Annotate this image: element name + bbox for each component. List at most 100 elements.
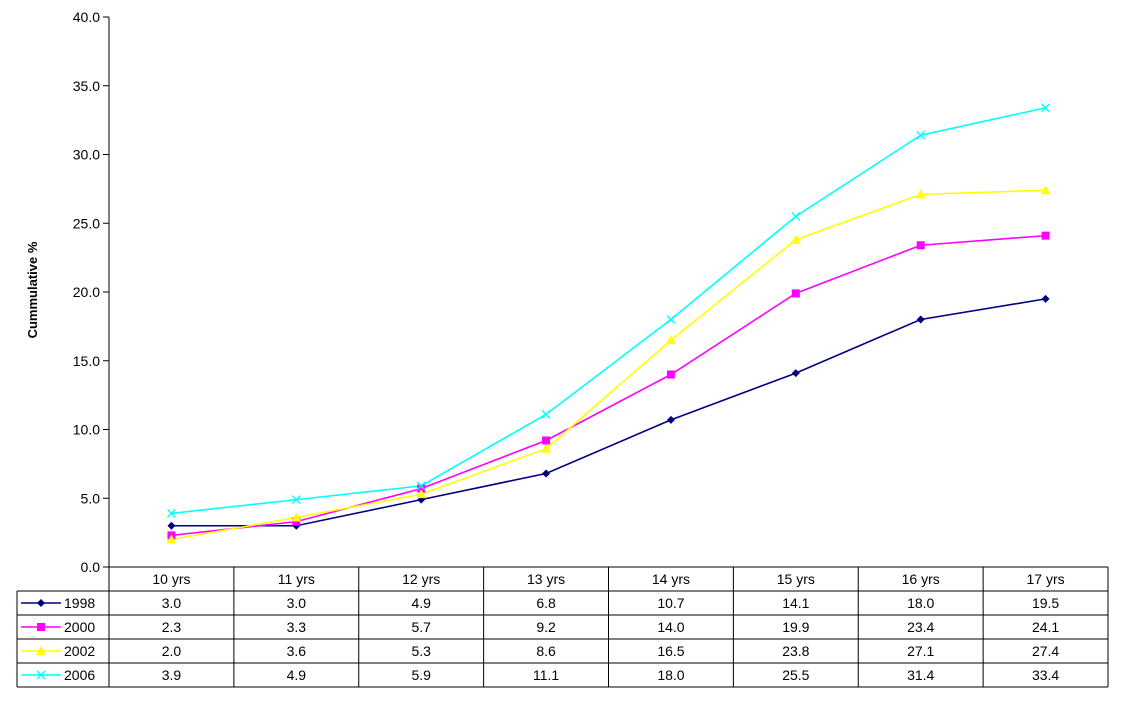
x-category-label: 11 yrs bbox=[278, 571, 315, 587]
triangle-marker bbox=[915, 189, 926, 199]
x-marker-stroke bbox=[916, 130, 926, 140]
x-marker-stroke bbox=[541, 409, 551, 419]
y-tick-label: 25.0 bbox=[73, 215, 100, 231]
x-marker-stroke bbox=[791, 211, 801, 221]
x-marker bbox=[416, 481, 426, 491]
y-axis-title: Cummulative % bbox=[25, 241, 40, 338]
x-marker-stroke bbox=[36, 670, 46, 680]
y-tick-label: 15.0 bbox=[73, 353, 100, 369]
y-tick-label: 20.0 bbox=[73, 284, 100, 300]
y-tick-label: 0.0 bbox=[81, 559, 101, 575]
diamond-marker bbox=[542, 469, 551, 478]
diamond-marker bbox=[791, 369, 800, 378]
data-label: 2.3 bbox=[162, 619, 182, 635]
x-marker bbox=[36, 670, 46, 680]
triangle-marker bbox=[541, 443, 552, 453]
square-marker bbox=[417, 484, 426, 493]
square-marker bbox=[791, 289, 800, 298]
triangle-marker bbox=[166, 534, 177, 544]
y-tick-label: 40.0 bbox=[73, 9, 100, 25]
data-label: 27.4 bbox=[1032, 643, 1059, 659]
square-marker bbox=[916, 241, 925, 250]
x-marker-stroke bbox=[416, 481, 426, 491]
x-category-label: 10 yrs bbox=[152, 571, 190, 587]
data-label: 24.1 bbox=[1032, 619, 1059, 635]
data-label: 19.9 bbox=[782, 619, 809, 635]
triangle-marker bbox=[291, 512, 302, 522]
x-marker bbox=[916, 130, 926, 140]
x-marker-stroke bbox=[166, 508, 176, 518]
data-label: 14.0 bbox=[657, 619, 684, 635]
y-tick-label: 10.0 bbox=[73, 422, 100, 438]
data-label: 4.9 bbox=[287, 667, 307, 683]
x-category-label: 15 yrs bbox=[777, 571, 815, 587]
data-label: 5.9 bbox=[411, 667, 431, 683]
x-marker-stroke bbox=[291, 495, 301, 505]
square-marker bbox=[666, 370, 675, 379]
square-marker bbox=[37, 623, 45, 631]
x-marker bbox=[166, 508, 176, 518]
data-label: 33.4 bbox=[1032, 667, 1059, 683]
axes bbox=[108, 17, 1108, 568]
x-marker bbox=[291, 495, 301, 505]
x-category-label: 13 yrs bbox=[527, 571, 565, 587]
data-label: 3.0 bbox=[162, 595, 182, 611]
legend-label-2000: 2000 bbox=[64, 619, 95, 635]
x-category-label: 12 yrs bbox=[402, 571, 440, 587]
data-label: 3.3 bbox=[287, 619, 307, 635]
data-label: 23.4 bbox=[907, 619, 934, 635]
data-label: 10.7 bbox=[657, 595, 684, 611]
data-label: 11.1 bbox=[533, 667, 559, 683]
data-label: 5.7 bbox=[411, 619, 431, 635]
x-marker bbox=[666, 315, 676, 324]
x-marker-stroke bbox=[666, 315, 676, 324]
series-markers bbox=[166, 103, 1051, 544]
data-label: 18.0 bbox=[657, 667, 684, 683]
data-label: 16.5 bbox=[657, 643, 684, 659]
x-category-label: 17 yrs bbox=[1027, 571, 1065, 587]
y-tick-label: 35.0 bbox=[73, 78, 100, 94]
triangle-marker bbox=[1040, 185, 1051, 195]
data-label: 9.2 bbox=[536, 619, 556, 635]
triangle-marker bbox=[790, 234, 801, 244]
x-marker-stroke bbox=[1041, 103, 1051, 113]
diamond-marker bbox=[666, 415, 675, 424]
data-label: 27.1 bbox=[907, 643, 934, 659]
series-line-1998 bbox=[171, 298, 1046, 527]
x-marker bbox=[1041, 103, 1051, 113]
x-marker bbox=[791, 211, 801, 221]
y-ticks: 0.0 5.0 10.0 15.0 20.0 25.0 30.0 35.0 40.0 bbox=[73, 9, 109, 575]
data-label: 4.9 bbox=[411, 595, 431, 611]
data-label: 8.6 bbox=[536, 643, 556, 659]
series-line-2002 bbox=[171, 189, 1046, 541]
data-label: 19.5 bbox=[1032, 595, 1059, 611]
x-category-label: 14 yrs bbox=[652, 571, 690, 587]
triangle-marker bbox=[665, 335, 676, 345]
y-tick-label: 30.0 bbox=[73, 147, 100, 163]
y-tick-label: 5.0 bbox=[81, 490, 101, 506]
data-label: 18.0 bbox=[907, 595, 934, 611]
legend-label-2002: 2002 bbox=[64, 643, 95, 659]
series-lines bbox=[171, 106, 1046, 541]
series-line-2000 bbox=[171, 234, 1046, 537]
data-label: 3.6 bbox=[287, 643, 307, 659]
y-axis-title-group: Cummulative % bbox=[25, 241, 40, 338]
x-marker bbox=[541, 409, 551, 419]
data-label: 14.1 bbox=[782, 595, 809, 611]
data-label: 3.0 bbox=[287, 595, 307, 611]
triangle-marker bbox=[36, 646, 46, 655]
data-label: 2.0 bbox=[162, 643, 182, 659]
data-label: 23.8 bbox=[782, 643, 809, 659]
data-label: 25.5 bbox=[782, 667, 809, 683]
data-label: 31.4 bbox=[907, 667, 934, 683]
data-label: 5.3 bbox=[411, 643, 431, 659]
diamond-marker bbox=[37, 599, 45, 607]
legend-label-2006: 2006 bbox=[64, 667, 95, 683]
data-table: 10 yrs 11 yrs 12 yrs 13 yrs 14 yrs 15 yrs 16 y… bbox=[16, 566, 1109, 688]
series-line-2006 bbox=[171, 106, 1046, 515]
square-marker bbox=[292, 517, 301, 526]
data-label: 6.8 bbox=[536, 595, 556, 611]
square-marker bbox=[542, 436, 551, 445]
